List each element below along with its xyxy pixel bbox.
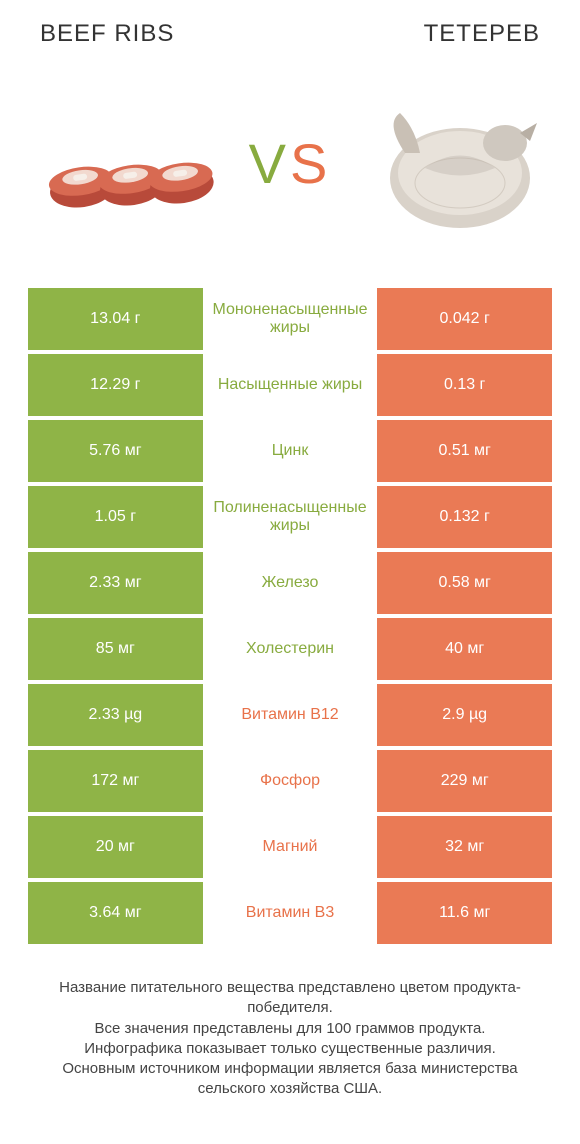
nutrient-label: Фосфор — [203, 750, 378, 812]
footer-line-2: Все значения представлены для 100 граммо… — [30, 1019, 550, 1039]
grouse-icon — [365, 83, 545, 243]
table-row: 5.76 мгЦинк0.51 мг — [28, 420, 552, 482]
left-value: 3.64 мг — [28, 882, 203, 944]
header: BEEF RIBS ТЕТЕРЕВ — [0, 0, 580, 58]
nutrient-label: Цинк — [203, 420, 378, 482]
right-value: 40 мг — [377, 618, 552, 680]
footer: Название питательного вещества представл… — [0, 948, 580, 1120]
nutrient-label: Полиненасыщенные жиры — [203, 486, 378, 548]
table-row: 2.33 µgВитамин B122.9 µg — [28, 684, 552, 746]
right-value: 229 мг — [377, 750, 552, 812]
right-value: 0.51 мг — [377, 420, 552, 482]
left-value: 85 мг — [28, 618, 203, 680]
left-value: 2.33 мг — [28, 552, 203, 614]
right-value: 11.6 мг — [377, 882, 552, 944]
vs-s-letter: S — [290, 132, 331, 195]
footer-line-4: Основным источником информации является … — [30, 1059, 550, 1100]
left-food-title: BEEF RIBS — [40, 20, 174, 48]
table-row: 172 мгФосфор229 мг — [28, 750, 552, 812]
vs-label: VS — [249, 131, 332, 196]
table-row: 2.33 мгЖелезо0.58 мг — [28, 552, 552, 614]
right-value: 0.58 мг — [377, 552, 552, 614]
left-value: 1.05 г — [28, 486, 203, 548]
left-value: 13.04 г — [28, 288, 203, 350]
nutrient-label: Насыщенные жиры — [203, 354, 378, 416]
right-value: 32 мг — [377, 816, 552, 878]
right-value: 0.132 г — [377, 486, 552, 548]
nutrient-label: Витамин B12 — [203, 684, 378, 746]
left-value: 2.33 µg — [28, 684, 203, 746]
nutrient-label: Витамин B3 — [203, 882, 378, 944]
right-value: 2.9 µg — [377, 684, 552, 746]
left-value: 172 мг — [28, 750, 203, 812]
right-value: 0.13 г — [377, 354, 552, 416]
nutrient-table: 13.04 гМононенасыщенные жиры0.042 г12.29… — [0, 288, 580, 944]
footer-line-3: Инфографика показывает только существенн… — [30, 1039, 550, 1059]
vs-v-letter: V — [249, 132, 290, 195]
table-row: 13.04 гМононенасыщенные жиры0.042 г — [28, 288, 552, 350]
footer-line-1: Название питательного вещества представл… — [30, 978, 550, 1019]
table-row: 12.29 гНасыщенные жиры0.13 г — [28, 354, 552, 416]
right-food-title: ТЕТЕРЕВ — [424, 20, 540, 48]
beef-ribs-icon — [35, 83, 215, 243]
left-value: 5.76 мг — [28, 420, 203, 482]
left-food-image — [30, 78, 220, 248]
nutrient-label: Мононенасыщенные жиры — [203, 288, 378, 350]
table-row: 1.05 гПолиненасыщенные жиры0.132 г — [28, 486, 552, 548]
right-value: 0.042 г — [377, 288, 552, 350]
table-row: 85 мгХолестерин40 мг — [28, 618, 552, 680]
nutrient-label: Магний — [203, 816, 378, 878]
left-value: 12.29 г — [28, 354, 203, 416]
vs-row: VS — [0, 58, 580, 288]
table-row: 3.64 мгВитамин B311.6 мг — [28, 882, 552, 944]
right-food-image — [360, 78, 550, 248]
table-row: 20 мгМагний32 мг — [28, 816, 552, 878]
nutrient-label: Холестерин — [203, 618, 378, 680]
nutrient-label: Железо — [203, 552, 378, 614]
left-value: 20 мг — [28, 816, 203, 878]
